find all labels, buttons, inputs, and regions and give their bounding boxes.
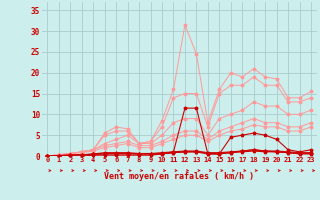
X-axis label: Vent moyen/en rafales ( km/h ): Vent moyen/en rafales ( km/h ) <box>104 172 254 181</box>
